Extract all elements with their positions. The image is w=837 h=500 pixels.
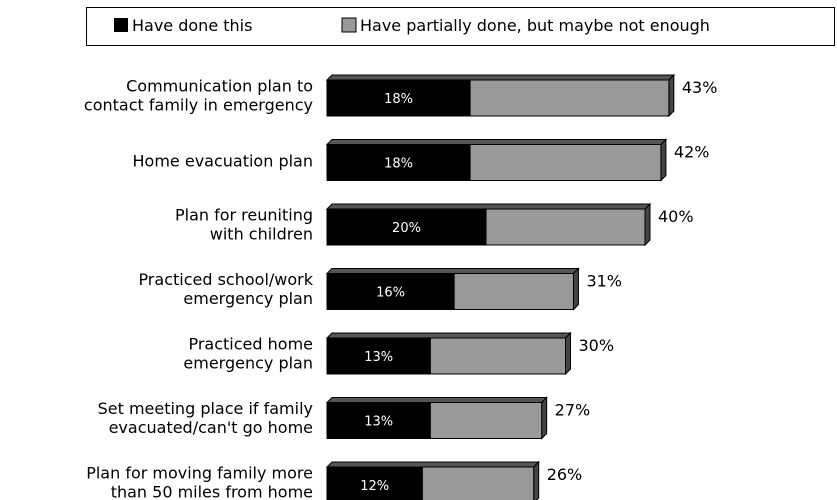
- bar-total-label: 42%: [674, 143, 710, 162]
- bar-total-label: 27%: [555, 401, 591, 420]
- bar-done-label: 13%: [364, 415, 393, 430]
- category-label: Plan for reuniting with children: [175, 206, 313, 244]
- bar-done: [326, 273, 455, 310]
- bar-top-face: [325, 461, 540, 468]
- category-label-line: emergency plan: [183, 289, 313, 308]
- bar-top-face: [325, 397, 548, 403]
- bar-done: [326, 466, 423, 500]
- category-label-line: Communication plan to: [126, 77, 313, 96]
- category-label: Set meeting place if family evacuated/can…: [98, 399, 313, 437]
- bar-side-face: [644, 202, 651, 247]
- bar-top-face: [325, 332, 572, 339]
- category-label-line: Plan for reuniting: [175, 206, 313, 225]
- category-label-line: than 50 miles from home: [111, 483, 313, 500]
- category-label: Practiced school/work emergency plan: [138, 270, 313, 308]
- bar-side-face: [572, 267, 579, 311]
- bar-top-face: [325, 74, 676, 81]
- category-label: Plan for moving family more than 50 miles…: [86, 464, 313, 500]
- bar-side-face: [565, 331, 571, 376]
- bar-side-face: [533, 460, 540, 500]
- bar-total-label: 40%: [658, 207, 694, 226]
- bar-partial: [429, 337, 566, 375]
- category-label-line: Home evacuation plan: [133, 152, 313, 171]
- bar-done-label: 18%: [384, 157, 413, 172]
- bar-partial: [485, 208, 646, 246]
- category-label-line: Plan for moving family more: [86, 464, 313, 483]
- bar-partial: [469, 144, 662, 181]
- category-label-line: contact family in emergency: [84, 96, 313, 115]
- bar-partial: [421, 466, 535, 500]
- bar-top-face: [325, 203, 652, 210]
- legend-swatch-done: [114, 18, 128, 32]
- bar-done: [326, 402, 431, 439]
- bar-side-face: [660, 138, 667, 182]
- bar-done: [326, 79, 471, 117]
- category-label-line: Practiced school/work: [138, 270, 313, 289]
- category-label-line: emergency plan: [183, 354, 313, 373]
- bar-side-face: [668, 73, 675, 118]
- bar-done: [326, 337, 431, 375]
- bar-side-face: [541, 396, 548, 440]
- bar-top-face: [325, 139, 668, 145]
- category-label: Home evacuation plan: [133, 152, 313, 171]
- bar-done-label: 16%: [376, 286, 405, 301]
- bar-partial: [429, 402, 543, 439]
- bar-total-label: 43%: [682, 78, 718, 97]
- bar-total-label: 31%: [586, 272, 622, 291]
- category-label: Communication plan to contact family in e…: [84, 77, 313, 115]
- category-label-line: Practiced home: [188, 335, 313, 354]
- bar-partial: [453, 273, 574, 310]
- bar-done-label: 13%: [364, 350, 393, 365]
- bar-done-label: 20%: [392, 221, 421, 236]
- category-label: Practiced home emergency plan: [183, 335, 313, 373]
- legend-swatch-partial: [341, 17, 357, 33]
- bar-total-label: 26%: [547, 465, 583, 484]
- legend: Have done this Have partially done, but …: [86, 7, 835, 46]
- bar-done: [326, 144, 471, 181]
- bar-partial: [469, 79, 670, 117]
- legend-box: [86, 7, 835, 46]
- legend-label-partial: Have partially done, but maybe not enoug…: [360, 16, 710, 35]
- category-label-line: evacuated/can't go home: [109, 418, 313, 437]
- category-label-line: with children: [210, 225, 313, 244]
- bar-total-label: 30%: [579, 336, 615, 355]
- bar-top-face: [325, 268, 580, 274]
- category-label-line: Set meeting place if family: [98, 399, 313, 418]
- bar-done-label: 18%: [384, 92, 413, 107]
- plot-area: 18% 43% Communication plan to contact famil…: [84, 73, 718, 500]
- legend-label-done: Have done this: [132, 16, 252, 35]
- bar-done-label: 12%: [360, 479, 389, 494]
